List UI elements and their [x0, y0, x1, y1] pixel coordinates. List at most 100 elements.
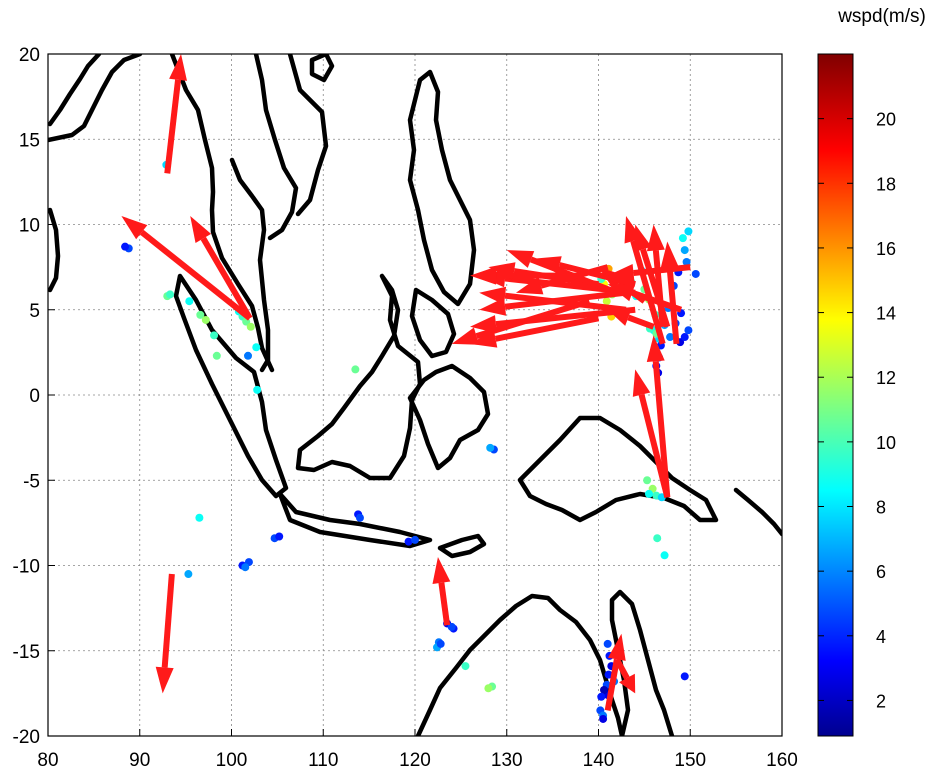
colorbar-tick-label: 14	[876, 304, 896, 324]
wind-observation-point	[600, 685, 609, 694]
coastline-bay-of-bengal	[48, 54, 143, 143]
wind-arrow-head	[607, 633, 626, 661]
wind-observation-point	[666, 333, 675, 342]
colorbar-tick-label: 6	[876, 562, 886, 582]
wind-arrow	[451, 298, 591, 345]
wind-arrow	[432, 556, 451, 626]
colorbar-tick-label: 4	[876, 627, 886, 647]
wind-arrow-head	[534, 256, 562, 274]
colorbar	[817, 53, 854, 737]
wind-observation-point	[461, 662, 470, 671]
wind-arrow	[646, 224, 666, 328]
wind-arrow	[190, 215, 253, 320]
coastline-myanmar-malay	[169, 54, 275, 373]
wind-observation-point	[684, 227, 693, 236]
colorbar-tick-label: 8	[876, 498, 886, 518]
wind-arrows-layer	[121, 54, 691, 711]
x-tick-label: 100	[216, 750, 248, 771]
colorbar-tick-label: 10	[876, 433, 896, 453]
wind-observation-point	[436, 639, 445, 648]
wind-arrow	[607, 284, 683, 313]
wind-arrow-head	[470, 315, 497, 334]
y-tick-label: -10	[13, 557, 40, 578]
wind-arrow-head	[479, 297, 507, 316]
wind-observation-point	[604, 670, 613, 679]
wind-arrow	[479, 289, 627, 316]
wind-observation-point	[212, 351, 221, 360]
y-tick-label: -20	[13, 727, 40, 748]
wind-arrow-head	[470, 329, 498, 348]
wind-observation-point	[643, 476, 652, 485]
wind-observation-point	[244, 351, 253, 360]
wind-observation-point	[201, 315, 210, 324]
wind-arrow	[614, 657, 636, 694]
wind-arrow	[155, 573, 175, 694]
wind-arrow	[470, 266, 581, 285]
wind-arrow	[604, 633, 626, 711]
wind-arrow-head	[607, 308, 632, 326]
y-tick-label: 5	[29, 301, 40, 322]
x-tick-label: 120	[399, 750, 431, 771]
colorbar-ticks: 2 4 6 8 10 12 14 16 18 20	[818, 110, 896, 711]
x-tick-label: 80	[37, 750, 58, 771]
wind-arrow-head	[506, 250, 535, 268]
x-tick-label: 90	[129, 750, 150, 771]
wind-arrow-head	[607, 264, 635, 282]
wind-observation-point	[166, 290, 175, 299]
colorbar-tick-label: 18	[876, 174, 896, 194]
wind-arrow-head	[432, 556, 451, 584]
x-tick-label: 160	[766, 750, 798, 771]
colorbar-tick-label: 20	[876, 110, 896, 130]
wind-observation-point	[691, 269, 700, 278]
wind-observation-point	[684, 326, 693, 335]
wind-observation-point	[121, 242, 130, 251]
wind-observation-point	[196, 310, 205, 319]
wind-arrow-shaft	[627, 314, 655, 330]
axis-ticks: 80 90 100 110 120 130 140 150 160 20 15 10 5 0 -5 -10 -1…	[13, 45, 798, 771]
wind-arrow-head	[634, 224, 652, 253]
wind-arrow-head	[660, 241, 679, 269]
wind-observation-point	[486, 443, 495, 452]
wind-observation-point	[597, 692, 606, 701]
wind-observation-point	[660, 551, 669, 560]
wind-arrow-shaft	[504, 289, 627, 310]
colorbar-tick-label: 12	[876, 368, 896, 388]
wind-observation-point	[602, 297, 611, 306]
wind-observation-point	[599, 714, 608, 723]
wind-observation-point	[241, 563, 250, 572]
coastline-java	[277, 491, 433, 549]
wind-observation-point	[351, 365, 360, 374]
wind-arrow-shaft	[652, 250, 666, 328]
coastline-timor	[437, 533, 487, 559]
wind-arrow	[534, 256, 636, 288]
coastline-solomon	[733, 487, 782, 537]
coastline-sulawesi	[407, 363, 491, 471]
y-tick-label: 20	[19, 45, 40, 66]
wind-arrow-shaft	[161, 573, 175, 668]
x-tick-label: 140	[583, 750, 615, 771]
wind-observation-point	[680, 672, 689, 681]
wind-arrow-head	[515, 277, 544, 295]
x-tick-label: 150	[674, 750, 706, 771]
coastline-indochina	[229, 157, 271, 373]
wind-observation-point	[355, 513, 364, 522]
colorbar-tick-label: 16	[876, 239, 896, 259]
coastline-vietnam-east	[287, 54, 329, 217]
wind-arrow-head	[646, 224, 665, 252]
wind-arrow	[607, 264, 691, 282]
wind-arrow-shaft	[630, 240, 666, 345]
wind-observation-point	[682, 258, 691, 267]
y-tick-label: -15	[13, 642, 40, 663]
coastline-borneo	[295, 273, 423, 481]
wind-observation-point	[185, 297, 194, 306]
wind-observation-point	[680, 246, 689, 255]
wind-arrow	[164, 54, 187, 174]
wind-arrow-head	[632, 369, 651, 397]
wind-arrow-shaft	[631, 289, 683, 313]
wind-observation-point	[184, 570, 193, 579]
wind-observation-point	[653, 534, 662, 543]
wind-observation-point	[253, 385, 262, 394]
wind-observation-point	[246, 322, 255, 331]
wind-observation-point	[644, 489, 653, 498]
